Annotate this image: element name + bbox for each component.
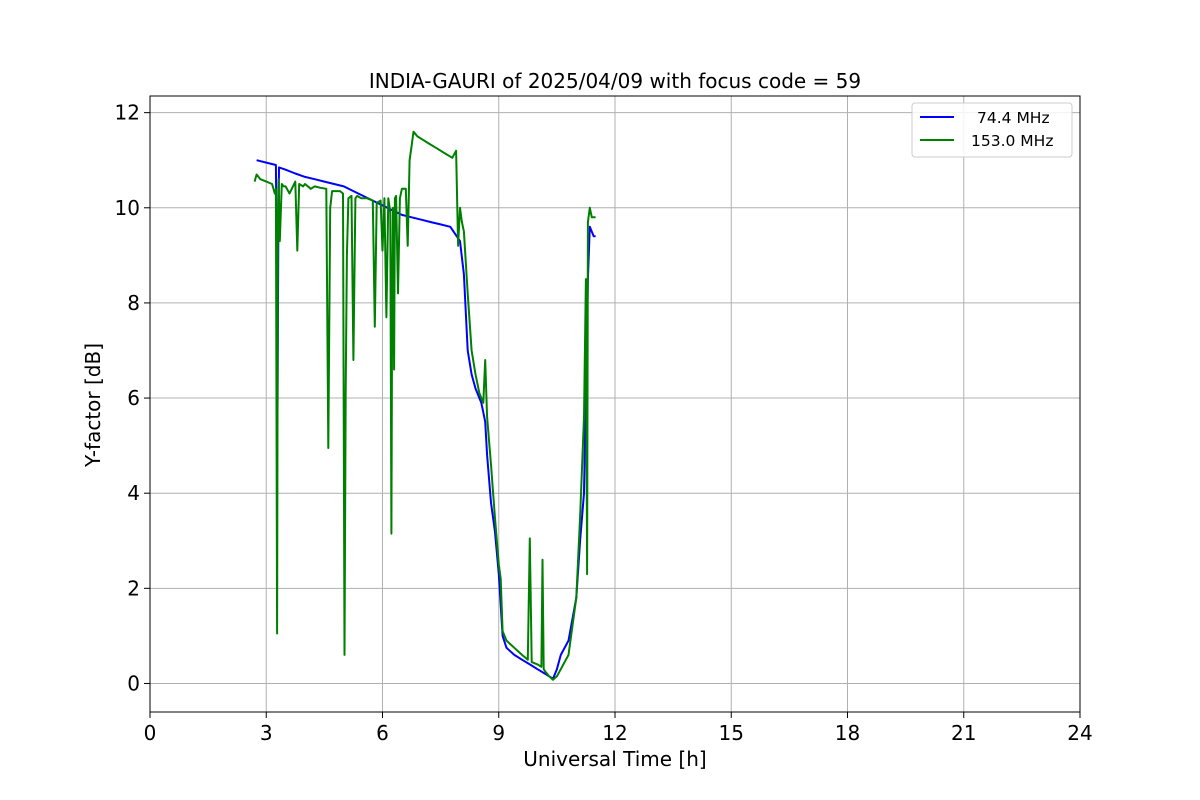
legend: 74.4 MHz 153.0 MHz — [911, 102, 1073, 158]
y-tick-label: 0 — [127, 671, 140, 695]
series-layer — [253, 130, 596, 681]
legend-label-74-4-mhz: 74.4 MHz — [977, 109, 1050, 127]
x-tick-label: 24 — [1067, 721, 1092, 745]
y-tick-label: 2 — [127, 576, 140, 600]
chart-title: INDIA-GAURI of 2025/04/09 with focus cod… — [369, 69, 861, 93]
series-line-153-0-mhz — [253, 130, 596, 681]
x-tick-label: 9 — [492, 721, 505, 745]
grid-lines — [149, 96, 1081, 712]
x-axis-title: Universal Time [h] — [523, 747, 706, 771]
x-tick-label: 15 — [719, 721, 744, 745]
y-tick-label: 12 — [115, 101, 140, 125]
legend-label-153-0-mhz: 153.0 MHz — [971, 132, 1053, 150]
x-tick-label: 12 — [602, 721, 627, 745]
x-tick-label: 6 — [376, 721, 389, 745]
y-tick-label: 6 — [127, 386, 140, 410]
y-axis-ticks: 0 2 4 6 8 10 12 — [115, 101, 150, 695]
x-tick-label: 18 — [835, 721, 860, 745]
y-axis-title: Y-factor [dB] — [81, 343, 105, 468]
y-tick-label: 8 — [127, 291, 140, 315]
x-tick-label: 0 — [144, 721, 157, 745]
x-tick-label: 3 — [260, 721, 273, 745]
x-tick-label: 21 — [951, 721, 976, 745]
series-line-74-4-mhz — [256, 159, 596, 680]
x-axis-ticks: 0 3 6 9 12 15 18 21 24 — [144, 712, 1093, 745]
y-tick-label: 10 — [115, 196, 140, 220]
y-tick-label: 4 — [127, 481, 140, 505]
